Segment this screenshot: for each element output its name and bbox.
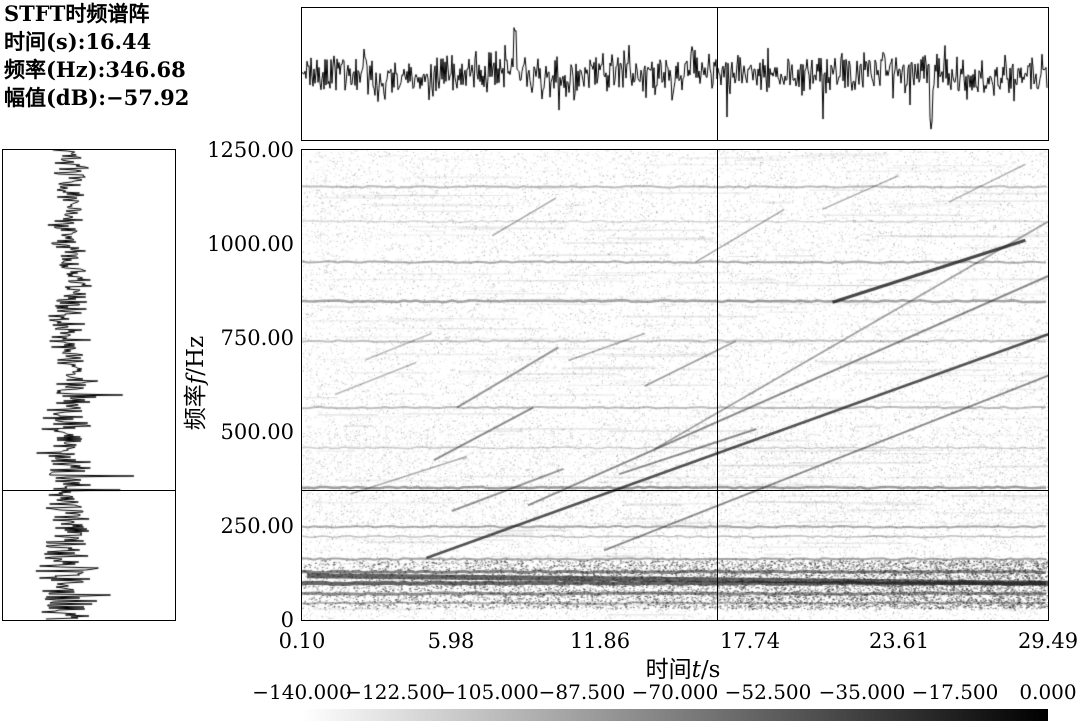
cursor-readout: STFT时频谱阵 时间(s):16.44 频率(Hz):346.68 幅值(dB… [4,0,189,112]
y-axis-title-prefix: 频率 [183,384,209,431]
spectrogram-frequency-cursor [302,490,1048,491]
x-tick-1: 5.98 [427,629,475,653]
colorbar-label-5: −52.500 [724,680,812,704]
colorbar-label-3: −87.500 [538,680,626,704]
y-axis-title-suffix: /Hz [183,335,209,376]
colorbar-label-0: −140.000 [252,680,352,704]
colorbar-label-2: −105.000 [439,680,539,704]
spectrum-slice-panel [2,149,176,621]
spectrogram-canvas[interactable] [302,150,1048,620]
colorbar-gradient [302,709,1048,721]
x-axis-title-var: t [691,657,701,683]
x-tick-0: 0.10 [278,629,326,653]
x-tick-5: 29.49 [1017,629,1077,653]
frequency-cursor-line [3,490,175,491]
colorbar-label-7: −17.500 [911,680,999,704]
y-axis-title: 频率f/Hz [176,336,210,430]
x-tick-4: 23.61 [868,629,930,653]
spectrogram-panel [301,149,1049,621]
colorbar-label-8: 0.000 [1019,680,1077,704]
colorbar-label-6: −35.000 [818,680,906,704]
colorbar-label-1: −122.500 [345,680,445,704]
time-cursor-line [717,8,718,140]
x-tick-3: 17.74 [719,629,781,653]
y-tick-750: 750.00 [220,326,294,350]
x-axis-title: 时间t/s [646,650,721,684]
readout-title: STFT时频谱阵 [4,1,150,26]
y-tick-1000: 1000.00 [207,232,294,256]
y-tick-0: 0 [280,608,294,632]
y-tick-500: 500.00 [220,420,294,444]
time-waveform-canvas[interactable] [302,8,1048,140]
time-waveform-panel [301,7,1049,141]
x-tick-2: 11.86 [569,629,631,653]
readout-frequency: 频率(Hz):346.68 [4,57,186,82]
spectrogram-time-cursor [717,150,718,620]
x-axis-title-prefix: 时间 [645,657,692,683]
y-axis-title-var: f [183,375,209,385]
y-tick-250: 250.00 [220,514,294,538]
readout-time: 时间(s):16.44 [4,29,152,54]
y-tick-1250: 1250.00 [207,138,294,162]
spectrum-slice-canvas[interactable] [3,150,175,620]
x-axis-title-suffix: /s [700,657,721,683]
colorbar-label-4: −70.000 [631,680,719,704]
readout-amplitude: 幅值(dB):−57.92 [4,85,190,110]
